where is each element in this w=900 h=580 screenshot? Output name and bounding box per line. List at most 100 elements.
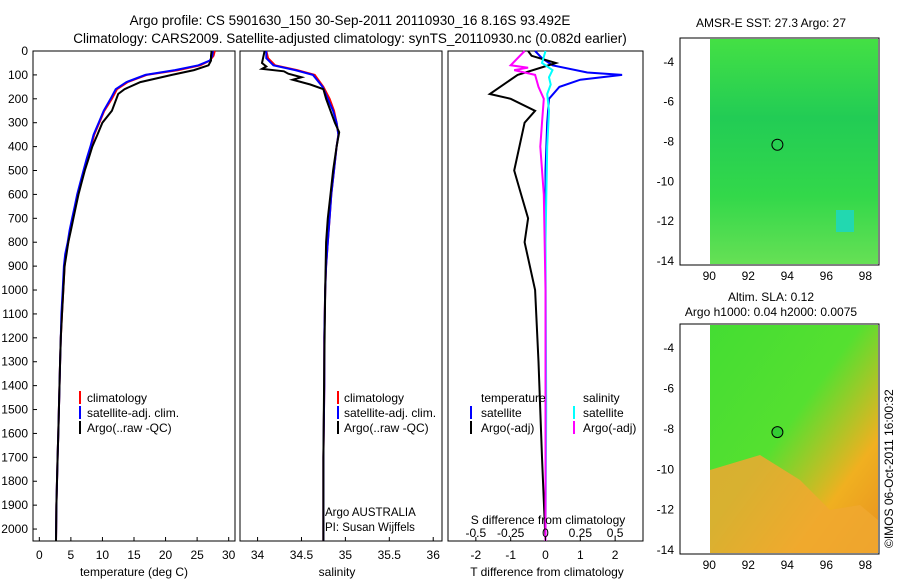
temperature-tick-labels: 0 5 10 15 20 25 30: [36, 537, 236, 562]
map-x-tick-label: 94: [781, 558, 795, 572]
imos-credit: ©IMOS 06-Oct-2011 16:00:32: [882, 389, 896, 548]
temperature-series: [55, 50, 216, 542]
legend-label-climatology: climatology: [87, 391, 147, 405]
y-tick-label: 700: [8, 211, 28, 225]
x-tick-label: 0: [36, 548, 43, 562]
y-tick-label: 1700: [1, 450, 28, 464]
y-tick-label: 200: [8, 92, 28, 106]
x-tick-label: 10: [96, 548, 110, 562]
float-pi: PI: Susan Wijffels: [325, 522, 415, 534]
sst-map-title: AMSR-E SST: 27.3 Argo: 27: [696, 16, 846, 30]
x-tick-label: 5: [68, 548, 75, 562]
y-tick-label: 1600: [1, 426, 28, 440]
y-tick-label: 900: [8, 259, 28, 273]
map-x-tick-label: 98: [859, 269, 873, 283]
x-tick-label: 30: [222, 548, 236, 562]
map-x-tick-label: 92: [742, 558, 756, 572]
map-x-tick-label: 96: [820, 269, 834, 283]
difference-series: [487, 50, 623, 542]
s-difference-label: S difference from climatology: [471, 513, 626, 527]
map-x-tick-label: 90: [703, 558, 717, 572]
map-y-tick-label: -12: [657, 503, 675, 517]
s-tick-label: 0.5: [607, 526, 624, 540]
legend-label-t-satellite: satellite: [481, 406, 522, 420]
y-tick-label: 1800: [1, 474, 28, 488]
x-tick-label: 35: [339, 548, 353, 562]
series-line-temperature-2: [55, 50, 213, 542]
salinity-tick-labels: 34 34.5 35 35.5 36: [251, 537, 440, 562]
salinity-legend: climatology satellite-adj. clim. Argo(..…: [337, 391, 436, 435]
x-tick-label: 1: [577, 548, 584, 562]
x-tick-label: 34.5: [290, 548, 314, 562]
temperature-axes: [32, 50, 236, 542]
float-owner: Argo AUSTRALIA: [325, 507, 416, 519]
temperature-legend: climatology satellite-adj. clim. Argo(..…: [79, 391, 179, 435]
x-tick-label: 0: [542, 548, 549, 562]
depth-tick-labels: 0 100 200 300 400 500 600 700 800 900 1000 1100 1200…: [1, 44, 37, 536]
map-y-tick-label: -10: [657, 174, 675, 188]
sla-high-region: [710, 455, 878, 553]
legend-label-climatology: climatology: [344, 391, 404, 405]
x-tick-label: 20: [159, 548, 173, 562]
legend-label-satellite: satellite-adj. clim.: [344, 406, 436, 420]
map-y-tick-label: -12: [657, 214, 675, 228]
y-tick-label: 1100: [2, 307, 28, 321]
header-line2: Climatology: CARS2009. Satellite-adjuste…: [73, 31, 627, 46]
map-y-tick-label: -6: [663, 95, 674, 109]
sla-map-title: Altim. SLA: 0.12: [728, 290, 814, 304]
x-tick-label: 35.5: [378, 548, 402, 562]
y-tick-label: 800: [8, 235, 28, 249]
map-x-tick-label: 94: [781, 269, 795, 283]
s-tick-label: 0: [542, 526, 549, 540]
legend-label-argo: Argo(..raw -QC): [87, 421, 172, 435]
map-y-tick-label: -14: [657, 254, 675, 268]
map-x-tick-label: 98: [859, 558, 873, 572]
x-tick-label: 36: [427, 548, 441, 562]
y-tick-label: 1000: [1, 283, 28, 297]
map-y-tick-label: -4: [663, 341, 674, 355]
legend-label-t-argo: Argo(-adj): [481, 421, 534, 435]
y-tick-label: 100: [8, 68, 28, 82]
map-x-tick-label: 92: [742, 269, 756, 283]
sla-argo-marker: [771, 426, 784, 439]
s-tick-label: -0.25: [497, 526, 525, 540]
sst-map-tick-labels: 90 92 94 96 98 -4 -6 -8 -10 -12 -14: [657, 55, 873, 283]
y-tick-label: 2000: [1, 522, 28, 536]
y-tick-label: 500: [8, 164, 28, 178]
series-line-difference-1: [487, 50, 560, 542]
map-y-tick-label: -4: [663, 55, 674, 69]
y-tick-label: 0: [21, 44, 28, 58]
x-tick-label: -1: [505, 548, 516, 562]
s-tick-label: -0.5: [466, 526, 487, 540]
map-y-tick-label: -14: [657, 543, 675, 557]
legend-title-temperature: temperature: [481, 391, 546, 405]
series-line-difference-3: [508, 50, 547, 541]
sla-map-subtitle: Argo h1000: 0.04 h2000: 0.0075: [685, 305, 857, 319]
map-y-tick-label: -10: [657, 462, 675, 476]
x-tick-label: 15: [127, 548, 141, 562]
salinity-xlabel: salinity: [319, 565, 356, 579]
x-tick-label: 2: [612, 548, 619, 562]
map-x-tick-label: 96: [820, 558, 834, 572]
legend-label-argo: Argo(..raw -QC): [344, 421, 429, 435]
x-tick-label: 25: [190, 548, 204, 562]
temperature-xlabel: temperature (deg C): [80, 565, 188, 579]
x-tick-label: -2: [471, 548, 482, 562]
salinity-series: [258, 50, 341, 541]
sst-argo-marker: [771, 138, 784, 151]
y-tick-label: 300: [8, 116, 28, 130]
y-tick-label: 1200: [1, 331, 28, 345]
series-line-salinity-2: [258, 50, 341, 541]
difference-tick-labels: -2 -1 0 1 2: [471, 537, 619, 562]
y-tick-label: 1500: [1, 403, 28, 417]
y-tick-label: 400: [8, 140, 28, 154]
y-tick-label: 1900: [1, 498, 28, 512]
x-tick-label: 34: [251, 548, 265, 562]
sst-warm-patch: [836, 210, 854, 232]
salinity-axes: [239, 50, 443, 542]
legend-title-salinity: salinity: [583, 391, 620, 405]
legend-label-s-satellite: satellite: [583, 406, 624, 420]
sla-map-tick-labels: 90 92 94 96 98 -4 -6 -8 -10 -12 -14: [657, 341, 873, 572]
difference-legend: temperature satellite Argo(-adj) salinit…: [470, 391, 636, 435]
